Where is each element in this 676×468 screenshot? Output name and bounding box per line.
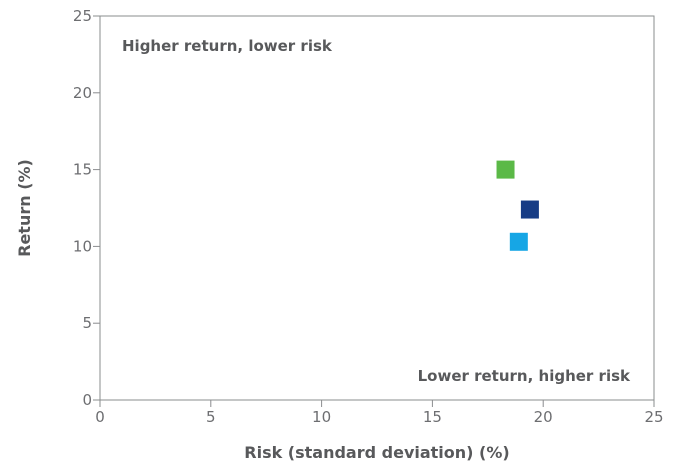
data-point-2 [520,200,539,219]
x-tick-label: 15 [423,408,442,426]
x-axis-title: Risk (standard deviation) (%) [244,443,509,462]
y-tick-label: 0 [82,391,92,409]
x-tick-label: 0 [95,408,105,426]
y-axis: 0 5 10 15 20 25 [73,7,100,409]
y-tick-label: 20 [73,84,92,102]
x-tick-label: 20 [534,408,553,426]
plot-area [99,15,655,401]
annotation-higher-return-lower-risk: Higher return, lower risk [122,37,333,55]
plot-frame [99,15,655,401]
y-tick-label: 25 [73,7,92,25]
y-axis-title: Return (%) [15,159,34,257]
y-tick-label: 15 [73,161,92,179]
x-tick-label: 5 [206,408,216,426]
x-tick-label: 25 [644,408,663,426]
annotation-lower-return-higher-risk: Lower return, higher risk [418,367,631,385]
y-tick-label: 10 [73,237,92,255]
x-axis: 0 5 10 15 20 25 [95,400,664,426]
data-point-3 [509,232,528,251]
data-point-1 [496,160,515,179]
y-tick-label: 5 [82,314,92,332]
data-points [496,160,539,251]
x-tick-label: 10 [312,408,331,426]
